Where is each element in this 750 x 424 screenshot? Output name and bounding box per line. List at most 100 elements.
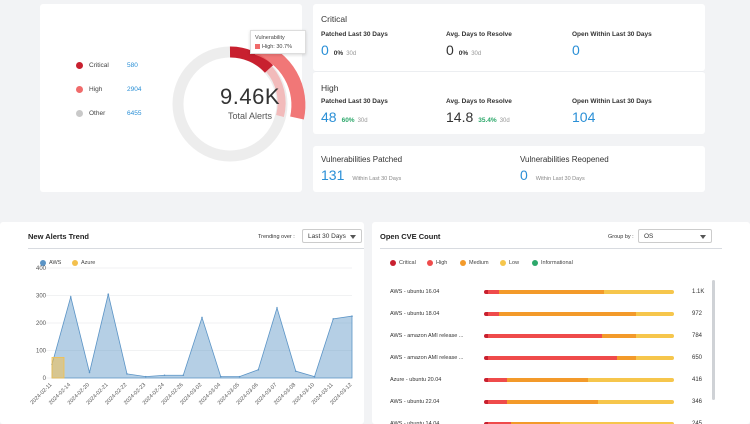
- stat-period: 30d: [499, 118, 510, 124]
- reopened-sub: Within Last 30 Days: [535, 176, 585, 182]
- data-point[interactable]: [219, 375, 222, 378]
- group-by-select[interactable]: OS: [638, 229, 712, 243]
- high-dot-icon: [427, 260, 433, 266]
- cve-bar-segment: [499, 290, 604, 294]
- cve-bar-segment: [603, 290, 674, 294]
- data-point[interactable]: [163, 374, 166, 377]
- data-point[interactable]: [69, 296, 72, 298]
- cve-bar-segment: [506, 378, 589, 382]
- data-point[interactable]: [201, 316, 203, 319]
- group-by-value: OS: [644, 233, 654, 240]
- stat-pct: 0%: [333, 50, 344, 57]
- aws-dot-icon: [40, 260, 46, 266]
- cve-row-name: AWS - ubuntu 22.04: [390, 399, 440, 405]
- cve-row[interactable]: AWS - ubuntu 22.04 346: [390, 396, 710, 410]
- cve-legend-label: Low: [509, 260, 520, 266]
- cve-row-bar[interactable]: [484, 290, 674, 294]
- cve-row-bar[interactable]: [484, 422, 674, 424]
- patched-value: 131: [321, 167, 345, 183]
- series-area-azure[interactable]: [51, 356, 65, 379]
- stat-value: 0: [321, 42, 329, 58]
- cve-bar-segment: [559, 422, 674, 424]
- cve-row-bar[interactable]: [484, 400, 674, 404]
- stat-value: 0: [446, 42, 454, 58]
- donut-tooltip: Vulnerability High: 30.7%: [250, 30, 306, 54]
- cve-row[interactable]: AWS - ubuntu 14.04 245: [390, 418, 710, 424]
- stat-period: 30d: [346, 51, 357, 57]
- legend-other[interactable]: Other 6455: [76, 110, 141, 117]
- cve-bar-segment: [484, 356, 488, 360]
- cve-bar-segment: [616, 356, 636, 360]
- data-point[interactable]: [88, 371, 91, 374]
- other-dot-icon: [76, 110, 83, 117]
- data-point[interactable]: [144, 375, 147, 378]
- cve-scrollbar[interactable]: [712, 280, 715, 400]
- trending-over-select[interactable]: Last 30 Days: [302, 229, 362, 243]
- trending-over-value: Last 30 Days: [308, 233, 346, 240]
- cve-row-bar[interactable]: [484, 312, 674, 316]
- high-stats-card: High Patched Last 30 Days 48 60% 30d Avg…: [313, 71, 705, 134]
- legend-label: High: [89, 86, 103, 93]
- cve-legend-high[interactable]: High: [427, 260, 447, 266]
- legend-aws[interactable]: AWS: [40, 260, 61, 266]
- trend-title: New Alerts Trend: [28, 232, 89, 241]
- cve-row-bar[interactable]: [484, 334, 674, 338]
- cve-row[interactable]: AWS - ubuntu 16.04 1.1K: [390, 286, 710, 300]
- data-point[interactable]: [313, 375, 316, 378]
- cve-bar-segment: [635, 356, 674, 360]
- cve-row-count: 346: [692, 399, 703, 405]
- informational-dot-icon: [532, 260, 538, 266]
- cve-legend-medium[interactable]: Medium: [460, 260, 489, 266]
- legend-label: Other: [89, 110, 106, 117]
- cve-row[interactable]: AWS - amazon AMI release ... 784: [390, 330, 710, 344]
- tooltip-line: High: 30.7%: [262, 43, 292, 50]
- chevron-down-icon: [700, 235, 706, 239]
- stat-label: Open Within Last 30 Days: [572, 98, 652, 105]
- cve-row-bar[interactable]: [484, 378, 674, 382]
- divider: [28, 248, 364, 249]
- data-point[interactable]: [351, 315, 353, 317]
- trend-chart[interactable]: 01002003004002024-02-112024-02-142024-02…: [0, 264, 364, 424]
- cve-row-name: AWS - amazon AMI release ...: [390, 355, 464, 361]
- legend-high[interactable]: High 2904: [76, 86, 141, 93]
- data-point[interactable]: [332, 318, 335, 320]
- data-point[interactable]: [238, 375, 241, 378]
- high-patched-stat: Patched Last 30 Days 48 60% 30d: [321, 98, 388, 125]
- legend-critical[interactable]: Critical 580: [76, 62, 138, 69]
- cve-bar-segment: [487, 312, 500, 316]
- stat-period: 30d: [357, 118, 368, 124]
- donut-critical-slice[interactable]: [229, 46, 274, 73]
- legend-azure[interactable]: Azure: [72, 260, 95, 266]
- stat-pct: 60%: [341, 117, 355, 124]
- data-point[interactable]: [126, 373, 128, 375]
- low-dot-icon: [500, 260, 506, 266]
- cve-bar-segment: [487, 290, 500, 294]
- cve-bar-segment: [487, 334, 602, 338]
- cve-bar-segment: [597, 400, 674, 404]
- stat-label: Avg. Days to Resolve: [446, 98, 512, 105]
- cve-row-bar[interactable]: [484, 356, 674, 360]
- cve-row[interactable]: AWS - amazon AMI release ... 650: [390, 352, 710, 366]
- series-area-aws[interactable]: [51, 294, 353, 379]
- y-tick-label: 0: [43, 376, 47, 382]
- data-point[interactable]: [107, 293, 110, 295]
- cve-row-name: AWS - ubuntu 18.04: [390, 311, 440, 317]
- stat-label: Open Within Last 30 Days: [572, 31, 652, 38]
- cve-row-count: 416: [692, 377, 703, 383]
- cve-legend-label: Informational: [541, 260, 573, 266]
- open-cve-count-panel: Open CVE Count Group by : OS Critical Hig…: [372, 222, 750, 424]
- data-point[interactable]: [276, 307, 278, 309]
- cve-row[interactable]: Azure - ubuntu 20.04 416: [390, 374, 710, 388]
- cve-legend-informational[interactable]: Informational: [532, 260, 573, 266]
- cve-legend-critical[interactable]: Critical: [390, 260, 416, 266]
- data-point[interactable]: [182, 374, 185, 377]
- cve-bar-segment: [487, 422, 511, 424]
- stat-value: 14.8: [446, 109, 474, 125]
- data-point[interactable]: [257, 368, 260, 371]
- legend-aws-label: AWS: [49, 260, 62, 266]
- data-point[interactable]: [294, 370, 297, 372]
- cve-legend-low[interactable]: Low: [500, 260, 519, 266]
- stat-period: 30d: [471, 51, 482, 57]
- cve-row[interactable]: AWS - ubuntu 18.04 972: [390, 308, 710, 322]
- stat-value: 0: [572, 42, 580, 58]
